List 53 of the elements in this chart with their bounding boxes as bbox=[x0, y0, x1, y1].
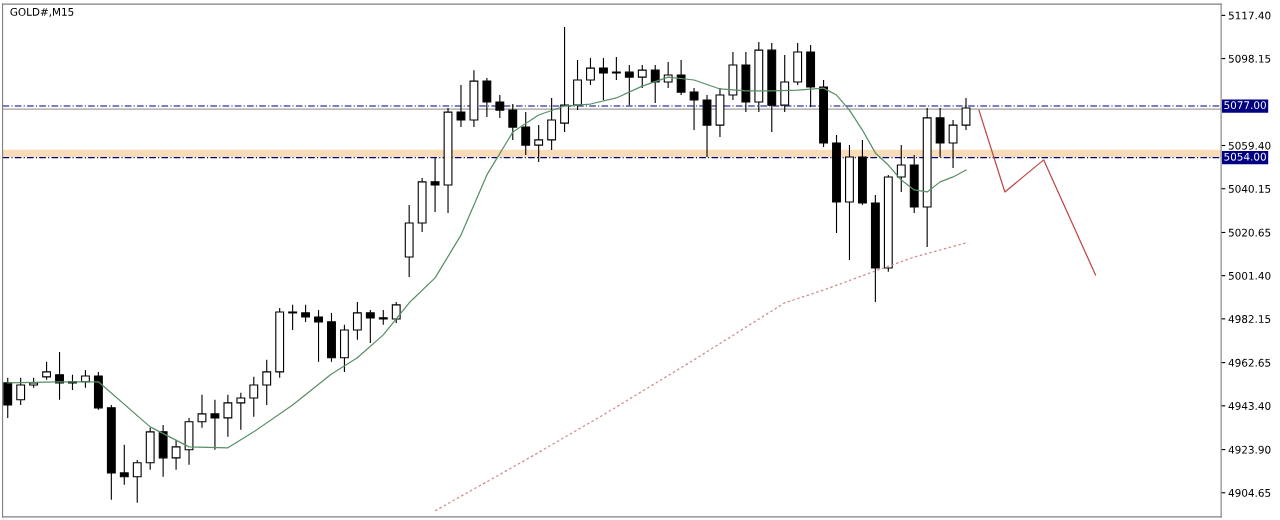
candlestick bbox=[16, 377, 26, 406]
candlestick bbox=[132, 459, 142, 504]
candlestick bbox=[780, 54, 790, 113]
candlestick bbox=[676, 59, 686, 96]
y-tick-label: 4923.90 bbox=[1228, 445, 1271, 454]
y-tick-label: 5001.40 bbox=[1228, 271, 1271, 280]
y-tick-label: 5040.15 bbox=[1228, 184, 1271, 193]
candlestick bbox=[508, 103, 518, 141]
candlestick bbox=[197, 394, 207, 429]
candlestick bbox=[896, 144, 906, 193]
ref-line-label: 5077.00 bbox=[1224, 101, 1266, 110]
candlestick bbox=[948, 119, 958, 169]
candlestick bbox=[586, 57, 595, 86]
candlestick bbox=[249, 376, 259, 418]
y-tick-label: 4943.40 bbox=[1228, 402, 1271, 410]
candlestick bbox=[534, 124, 544, 163]
candlestick bbox=[262, 359, 272, 406]
candlestick bbox=[171, 439, 181, 471]
candlestick bbox=[521, 111, 531, 156]
candlestick bbox=[55, 351, 64, 401]
candlestick bbox=[689, 87, 699, 131]
candlestick bbox=[236, 392, 246, 431]
candlestick bbox=[961, 97, 971, 131]
candlestick bbox=[547, 97, 557, 151]
line-series bbox=[978, 109, 1097, 276]
y-tick-label: 4904.65 bbox=[1228, 488, 1271, 497]
candlestick bbox=[456, 84, 466, 128]
candlestick bbox=[365, 309, 375, 344]
candlestick bbox=[598, 57, 608, 101]
y-tick-label: 5117.40 bbox=[1228, 11, 1271, 20]
candlestick bbox=[223, 394, 233, 438]
candlestick bbox=[119, 444, 129, 486]
candlestick bbox=[482, 77, 492, 118]
candlestick bbox=[288, 304, 298, 331]
candlestick bbox=[637, 64, 647, 89]
candlestick bbox=[3, 377, 13, 419]
candlestick bbox=[430, 157, 440, 213]
candlestick bbox=[650, 64, 660, 104]
y-tick-label: 4962.65 bbox=[1228, 358, 1271, 367]
candlestick bbox=[624, 64, 634, 106]
candlestick bbox=[314, 309, 323, 363]
y-tick-label: 5020.65 bbox=[1228, 228, 1271, 237]
y-tick-label: 5098.15 bbox=[1228, 54, 1271, 63]
candlestick bbox=[495, 94, 505, 119]
line-series bbox=[434, 242, 967, 512]
candlestick bbox=[210, 399, 220, 451]
y-tick-label: 4982.15 bbox=[1228, 315, 1271, 323]
candlestick bbox=[352, 301, 362, 341]
ref-line-label: 5054.00 bbox=[1224, 152, 1266, 161]
candlestick bbox=[611, 56, 621, 81]
chart-title: GOLD#,M15 bbox=[10, 7, 74, 17]
candlestick bbox=[560, 26, 570, 133]
y-tick-label: 5059.40 bbox=[1228, 141, 1271, 150]
